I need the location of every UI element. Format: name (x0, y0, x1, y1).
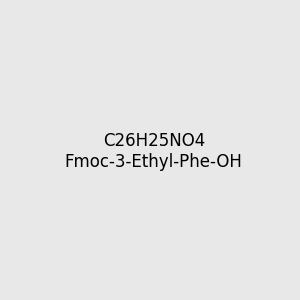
Text: C26H25NO4
Fmoc-3-Ethyl-Phe-OH: C26H25NO4 Fmoc-3-Ethyl-Phe-OH (65, 132, 243, 171)
